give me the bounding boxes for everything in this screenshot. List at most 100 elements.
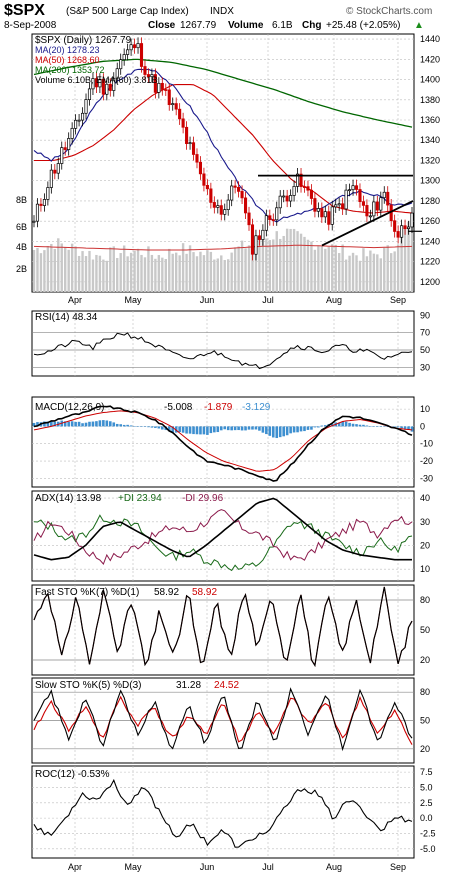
volume-bar <box>36 247 39 292</box>
volume-bar <box>254 242 258 292</box>
macd-histogram-bar <box>126 424 129 427</box>
price-candle-body <box>108 83 112 91</box>
volume-bar <box>98 255 102 292</box>
price-candle-body <box>316 208 320 212</box>
macd-histogram-bar <box>77 421 81 427</box>
volume-bar <box>60 243 63 292</box>
volume-bar <box>188 245 192 292</box>
macd-histogram-bar <box>324 425 327 427</box>
macd-histogram-bar <box>115 423 119 427</box>
y-tick-label: 50 <box>420 716 430 726</box>
price-candle-body <box>160 82 164 90</box>
volume-bar <box>348 255 351 292</box>
macd-histogram-bar <box>407 426 410 430</box>
indicator-panel: 80 50 20 Fast STO %K(7) %D(1) 58.92 58.92 <box>31 584 430 676</box>
price-candle-body <box>330 206 334 225</box>
volume-bar <box>379 258 382 292</box>
volume-bar <box>396 244 400 292</box>
bottom-month-label: Apr <box>68 862 82 872</box>
macd-value: -5.008 <box>164 402 193 413</box>
volume-bar <box>213 259 216 292</box>
y-tick-label: 1260 <box>420 216 440 226</box>
macd-histogram-bar <box>84 422 88 427</box>
price-candle-body <box>129 44 133 51</box>
volume-bar <box>306 239 310 292</box>
fast-sto-title: Fast STO %K(7) %D(1) <box>35 587 139 598</box>
macd-histogram-bar <box>251 426 254 430</box>
symbol-title: $SPX <box>4 2 45 19</box>
volume-bar <box>272 239 275 292</box>
y-tick-label: 20 <box>420 744 430 754</box>
volume-bar <box>84 256 88 292</box>
indicator-panel: 90 70 50 30 RSI(14) 48.34 <box>31 310 430 377</box>
price-candle-body <box>122 54 126 61</box>
macd-histogram-bar <box>282 426 285 437</box>
y-tick-label: -5.0 <box>420 844 436 854</box>
slow-sto-title: Slow STO %K(5) %D(3) <box>35 680 142 691</box>
chg-label: Chg <box>302 20 321 31</box>
volume-bar <box>181 243 185 292</box>
indicator-panel: 1440 1420 1400 1380 1360 1340 1320 1300 1280 1260… <box>16 33 440 305</box>
volume-bar <box>344 259 348 292</box>
volume-bar <box>164 259 167 292</box>
volume-bar <box>126 256 129 292</box>
macd-histogram-bar <box>396 426 400 428</box>
adx-line <box>33 497 412 561</box>
price-candle-body <box>202 173 206 186</box>
volume-bar <box>116 257 119 292</box>
macd-histogram-bar <box>400 426 403 429</box>
macd-histogram-bar <box>195 426 199 435</box>
price-candle-body <box>348 189 352 192</box>
macd-histogram-bar <box>178 426 181 433</box>
price-candle-body <box>365 205 369 217</box>
volume-bar <box>223 260 226 292</box>
macd-histogram-bar <box>382 425 386 427</box>
volume-bar <box>195 256 199 292</box>
macd-histogram-bar <box>140 426 143 427</box>
price-candle-body <box>237 187 241 192</box>
volume-bar <box>105 260 109 292</box>
price-candle-body <box>150 74 154 78</box>
price-candle-body <box>188 142 192 145</box>
y-tick-label: 20 <box>420 540 430 550</box>
month-label: Aug <box>326 295 342 305</box>
volume-bar <box>216 258 219 292</box>
price-candle-body <box>375 201 379 211</box>
volume-bar <box>64 247 67 292</box>
price-candle-body <box>53 169 57 174</box>
price-candle-body <box>240 191 244 199</box>
price-candle-body <box>178 108 182 120</box>
macd-histogram-bar <box>91 421 95 427</box>
ma50-line <box>34 84 413 214</box>
volume-bar <box>279 238 282 292</box>
macd-histogram-bar <box>95 421 98 427</box>
price-candle-body <box>226 199 230 211</box>
price-candle-body <box>410 212 414 228</box>
volume-bar <box>313 249 317 292</box>
macd-histogram-bar <box>261 426 265 433</box>
macd-histogram-bar <box>226 426 230 431</box>
macd-histogram-bar <box>81 423 84 427</box>
macd-histogram-bar <box>46 421 50 427</box>
macd-histogram-bar <box>344 421 348 427</box>
volume-bar <box>171 253 174 292</box>
price-candle-body <box>60 147 64 164</box>
volume-bar <box>53 248 57 292</box>
price-candle-body <box>212 202 216 208</box>
macd-histogram-bar <box>296 426 299 433</box>
price-candle-body <box>181 118 185 128</box>
macd-histogram-bar <box>199 426 202 435</box>
roc-title: ROC(12) -0.53% <box>35 769 110 780</box>
volume-bar <box>303 236 306 292</box>
volume-bar <box>32 250 36 292</box>
price-candle-body <box>233 185 237 188</box>
volume-bar <box>112 246 115 292</box>
minus-di-value: -DI 29.96 <box>182 493 224 504</box>
volume-bar <box>122 245 126 292</box>
y-tick-label: 20 <box>420 655 430 665</box>
macd-histogram-bar <box>88 421 91 427</box>
y-tick-label: 30 <box>420 517 430 527</box>
price-candle-body <box>323 211 327 218</box>
plus-di-value: +DI 23.94 <box>118 493 162 504</box>
volume-bar <box>150 254 154 292</box>
